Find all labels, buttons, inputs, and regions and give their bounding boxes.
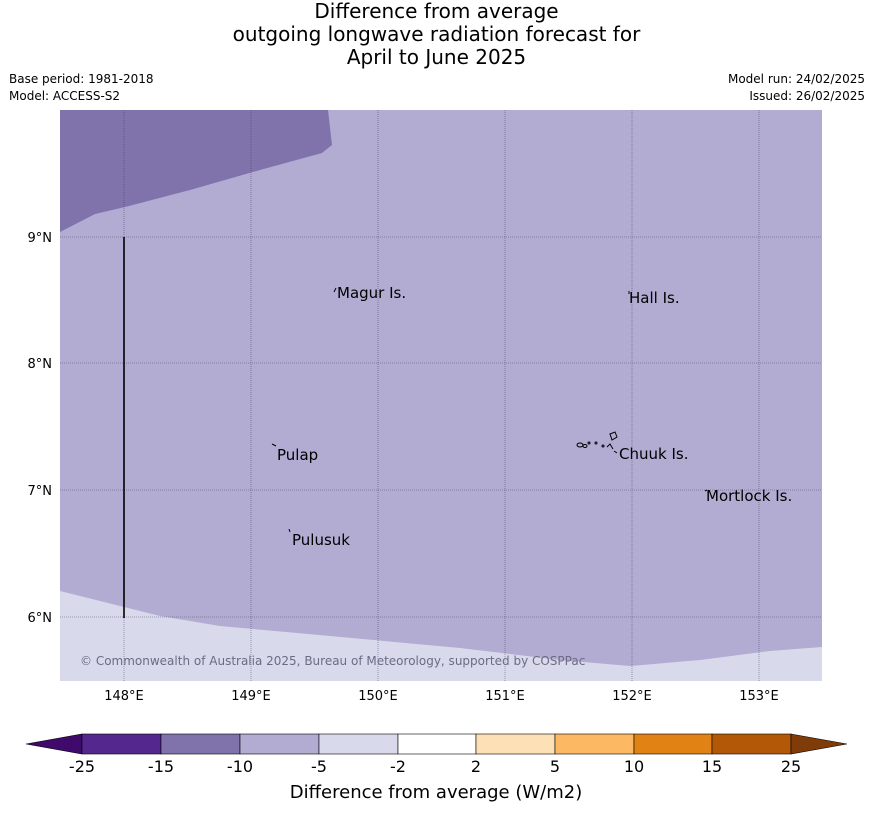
lon-tick: 153°E bbox=[739, 689, 779, 704]
colorbar-tick: 5 bbox=[550, 757, 560, 776]
colorbar-tick: 25 bbox=[781, 757, 801, 776]
lat-tick: 7°N bbox=[28, 484, 53, 499]
island-pulap bbox=[271, 443, 277, 447]
issued-date: Issued: 26/02/2025 bbox=[749, 89, 865, 103]
colorbar-tick: 10 bbox=[624, 757, 644, 776]
lat-tick: 8°N bbox=[28, 357, 53, 372]
map-area: Magur Is. Hall Is. Pulap Chuuk Is. Mortl… bbox=[60, 110, 822, 681]
island-mortlock bbox=[704, 489, 708, 492]
lon-tick: 151°E bbox=[485, 689, 525, 704]
lon-tick: 149°E bbox=[231, 689, 271, 704]
colorbar-ticks: -25 -15 -10 -5 -2 2 5 10 15 25 bbox=[69, 757, 801, 776]
copyright-notice: © Commonwealth of Australia 2025, Bureau… bbox=[80, 654, 585, 668]
model-run: Model run: 24/02/2025 bbox=[727, 72, 865, 86]
colorbar-swatch bbox=[711, 733, 792, 755]
colorbar-tick: -10 bbox=[227, 757, 253, 776]
anomaly-band-minus15-minus10 bbox=[60, 110, 332, 232]
colorbar-swatch bbox=[633, 733, 713, 755]
colorbar-tick: -2 bbox=[390, 757, 406, 776]
place-label-magur: Magur Is. bbox=[337, 284, 406, 302]
colorbar-swatch bbox=[160, 733, 241, 755]
title-line-2: outgoing longwave radiation forecast for bbox=[232, 22, 641, 46]
longitude-ticks: 148°E 149°E 150°E 151°E 152°E 153°E bbox=[104, 689, 779, 704]
colorbar-swatch bbox=[397, 733, 477, 755]
place-label-pulusuk: Pulusuk bbox=[292, 531, 350, 549]
island-outlines bbox=[271, 287, 708, 533]
colorbar-tick: -5 bbox=[311, 757, 327, 776]
model-name: Model: ACCESS-S2 bbox=[9, 89, 121, 103]
place-label-hall: Hall Is. bbox=[629, 289, 680, 307]
lon-tick: 150°E bbox=[358, 689, 398, 704]
colorbar-label: Difference from average (W/m2) bbox=[290, 782, 582, 803]
place-label-chuuk: Chuuk Is. bbox=[619, 445, 688, 463]
lat-tick: 9°N bbox=[28, 231, 53, 246]
colorbar-tick: 15 bbox=[702, 757, 722, 776]
colorbar-tick: -15 bbox=[148, 757, 174, 776]
gridlines bbox=[60, 110, 822, 681]
title-line-3: April to June 2025 bbox=[346, 45, 527, 69]
island-pulusuk bbox=[288, 528, 291, 533]
anomaly-band-minus10-minus5 bbox=[60, 110, 822, 681]
colorbar-swatch bbox=[239, 733, 320, 755]
lon-tick: 152°E bbox=[612, 689, 652, 704]
colorbar bbox=[25, 733, 848, 755]
colorbar-under-arrow bbox=[25, 733, 83, 755]
title-line-1: Difference from average bbox=[314, 0, 559, 23]
colorbar-swatch bbox=[475, 733, 556, 755]
island-chuuk bbox=[576, 431, 618, 454]
map-title: Difference from average outgoing longwav… bbox=[0, 0, 873, 69]
lon-tick: 148°E bbox=[104, 689, 144, 704]
colorbar-tick: -25 bbox=[69, 757, 95, 776]
lat-tick: 6°N bbox=[28, 611, 53, 626]
meta-right: Model run: 24/02/2025 Issued: 26/02/2025 bbox=[728, 71, 865, 105]
colorbar-swatch bbox=[318, 733, 399, 755]
colorbar-swatch bbox=[554, 733, 635, 755]
meta-left: Base period: 1981-2018 Model: ACCESS-S2 bbox=[9, 71, 154, 105]
place-label-mortlock: Mortlock Is. bbox=[706, 487, 792, 505]
anomaly-band-minus5-minus2 bbox=[60, 591, 822, 681]
colorbar-over-arrow bbox=[790, 733, 848, 755]
place-label-pulap: Pulap bbox=[277, 446, 318, 464]
colorbar-swatch bbox=[81, 733, 162, 755]
latitude-ticks: 9°N 8°N 7°N 6°N bbox=[28, 231, 53, 626]
base-period: Base period: 1981-2018 bbox=[9, 72, 154, 86]
colorbar-tick: 2 bbox=[471, 757, 481, 776]
island-magur bbox=[333, 287, 337, 293]
